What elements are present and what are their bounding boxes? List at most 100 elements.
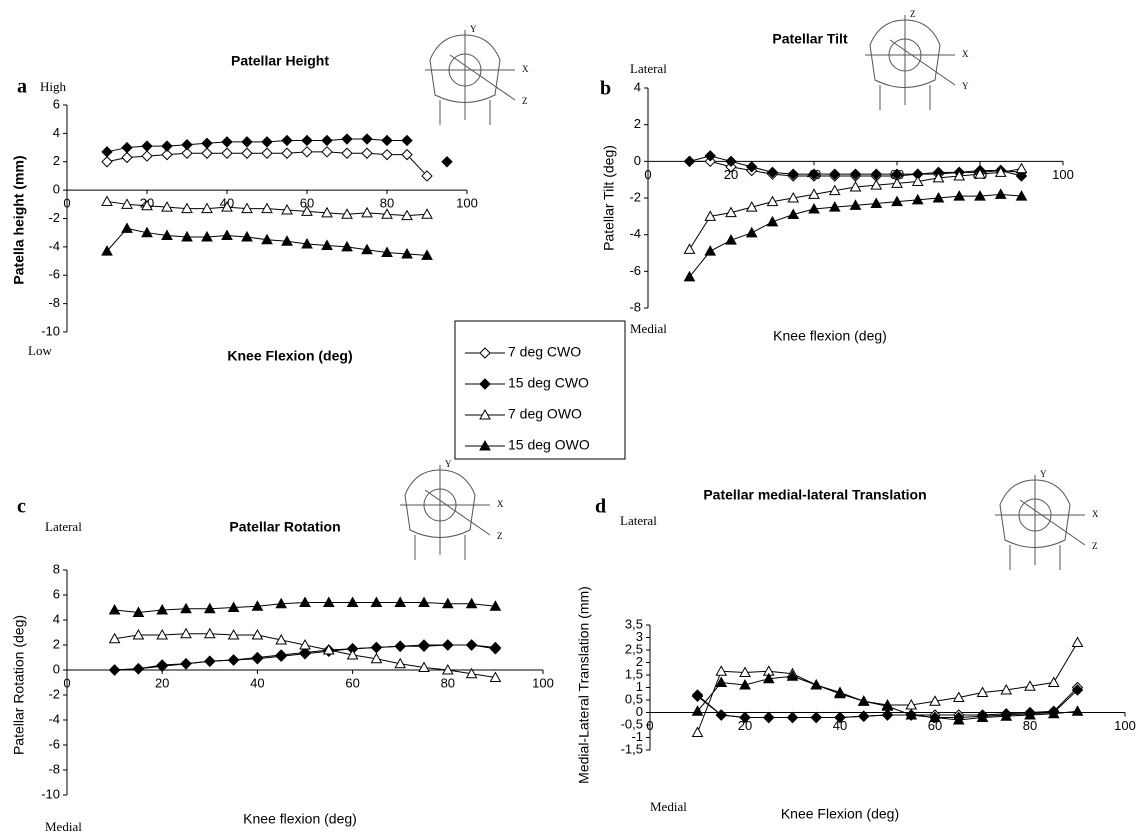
- data-point: [952, 713, 965, 725]
- data-point: [227, 601, 240, 612]
- x-tick-label: 100: [1114, 718, 1136, 733]
- y-tick-label: -10: [41, 323, 60, 338]
- data-point: [828, 184, 841, 196]
- bottom-note: Low: [28, 343, 52, 358]
- data-point: [394, 596, 407, 607]
- data-point: [251, 651, 264, 664]
- data-point: [381, 148, 393, 161]
- data-point: [828, 201, 841, 212]
- data-point: [156, 603, 169, 615]
- top-note: Lateral: [630, 61, 667, 76]
- y-tick-label: -1: [631, 729, 643, 744]
- data-point: [905, 708, 918, 720]
- data-point: [301, 205, 313, 216]
- data-point: [361, 147, 373, 159]
- data-point: [221, 229, 233, 241]
- data-point: [341, 240, 353, 252]
- icon-label: X: [497, 499, 504, 509]
- y-tick-label: 3: [636, 629, 643, 644]
- y-tick-label: 4: [634, 79, 641, 94]
- data-point: [275, 633, 288, 645]
- data-point: [227, 654, 240, 666]
- legend-marker: [479, 378, 491, 390]
- data-point: [953, 169, 966, 181]
- y-tick-label: 0: [634, 153, 641, 168]
- data-point: [261, 136, 273, 148]
- data-point: [101, 146, 113, 158]
- data-point: [275, 597, 288, 609]
- data-point: [1071, 684, 1084, 696]
- y-axis-label: Patella height (mm): [11, 155, 27, 284]
- knee-icon: [429, 34, 501, 125]
- y-tick-label: -8: [48, 295, 60, 310]
- data-point: [322, 596, 335, 607]
- panel-label: b: [600, 78, 611, 100]
- x-tick-label: 20: [724, 167, 738, 182]
- y-tick-label: 1,5: [625, 666, 643, 681]
- data-point: [141, 226, 153, 238]
- data-point: [201, 147, 213, 159]
- data-point: [932, 171, 945, 183]
- data-point: [321, 146, 333, 158]
- icon-label: Y: [470, 24, 477, 34]
- data-point: [132, 628, 145, 640]
- y-tick-label: 3,5: [625, 616, 643, 631]
- y-tick-label: -4: [48, 238, 60, 253]
- data-point: [766, 195, 779, 207]
- y-tick-label: -10: [41, 786, 60, 801]
- y-tick-label: 0: [636, 704, 643, 719]
- icon-label: X: [962, 49, 969, 59]
- x-tick-label: 100: [1052, 167, 1074, 182]
- data-point: [132, 663, 145, 675]
- y-tick-label: -2: [629, 189, 641, 204]
- data-point: [180, 602, 192, 614]
- x-axis-label: Knee Flexion (deg): [227, 348, 352, 364]
- y-tick-label: 0: [53, 661, 60, 676]
- data-point: [746, 161, 758, 173]
- data-point: [201, 230, 213, 242]
- x-tick-label: 80: [441, 675, 455, 690]
- icon-label: Z: [910, 9, 916, 19]
- data-point: [994, 166, 1007, 177]
- data-point: [891, 177, 903, 188]
- data-point: [465, 667, 478, 679]
- data-point: [739, 666, 751, 677]
- icon-label: Y: [962, 81, 969, 91]
- data-point: [281, 235, 293, 246]
- y-tick-label: 2: [634, 116, 641, 131]
- legend-marker: [479, 439, 491, 451]
- data-point: [261, 202, 273, 214]
- data-point: [203, 627, 216, 639]
- data-point: [932, 191, 945, 203]
- x-tick-label: 100: [532, 675, 554, 690]
- data-point: [401, 148, 413, 161]
- data-point: [745, 226, 758, 238]
- data-point: [321, 206, 333, 218]
- data-point: [465, 597, 478, 609]
- data-point: [766, 166, 779, 179]
- data-point: [381, 246, 393, 258]
- y-tick-label: -4: [629, 226, 641, 241]
- legend-label: 7 deg OWO: [508, 406, 582, 422]
- data-point: [704, 150, 716, 162]
- data-point: [489, 671, 502, 682]
- series-line: [107, 139, 447, 162]
- y-tick-label: 2: [53, 153, 60, 168]
- data-point: [361, 243, 373, 255]
- data-point: [766, 215, 779, 227]
- data-point: [181, 147, 193, 159]
- knee-icon: [404, 469, 476, 560]
- icon-label: Z: [497, 531, 503, 541]
- data-point: [829, 168, 841, 180]
- chart-title: Patellar Tilt: [772, 31, 848, 47]
- data-point: [181, 139, 193, 151]
- data-point: [929, 695, 941, 706]
- data-point: [204, 655, 216, 667]
- data-point: [180, 627, 192, 639]
- panel-label: d: [595, 496, 606, 518]
- y-tick-label: 2,5: [625, 641, 643, 656]
- data-point: [808, 202, 820, 214]
- data-point: [787, 208, 800, 219]
- panel-label: a: [17, 76, 27, 98]
- data-point: [953, 190, 966, 201]
